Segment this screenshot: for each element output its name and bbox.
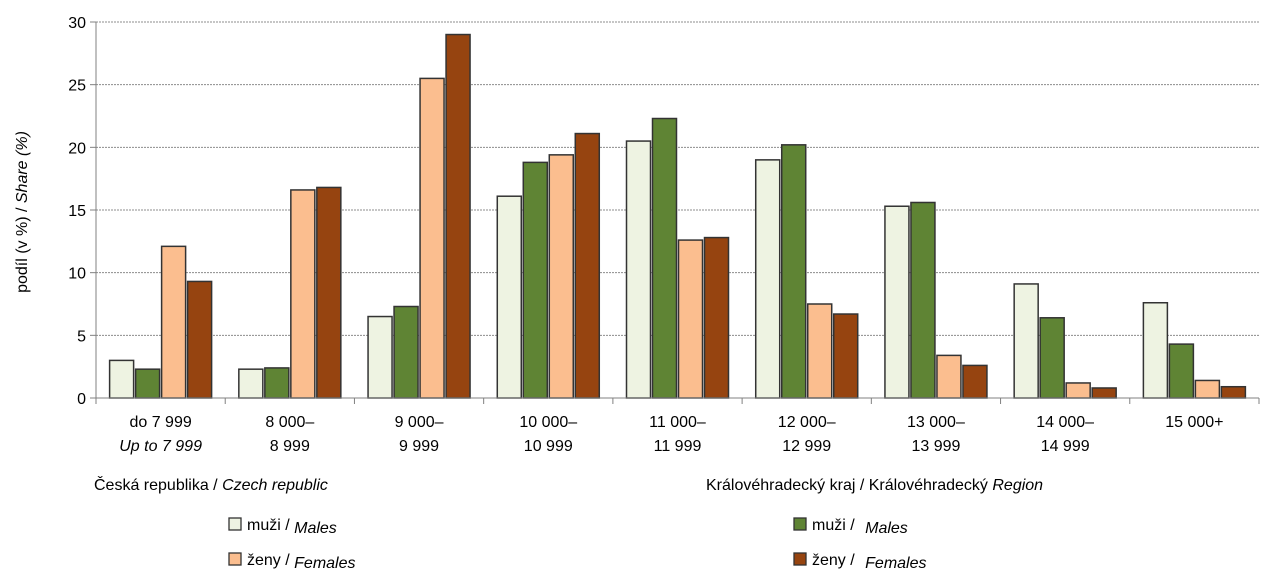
bar: [962, 364, 988, 399]
legend-label-cz-females: ženy / Females: [247, 552, 356, 570]
x-tick-label: 15 000+: [1165, 414, 1223, 431]
bar: [1168, 343, 1195, 399]
bar: [367, 315, 393, 399]
legend-label-kh-females: ženy / Females: [812, 552, 927, 570]
legend-swatch-cz-males: [228, 517, 242, 531]
bar: [703, 236, 730, 399]
y-tick-label: 0: [77, 391, 86, 408]
bar: [936, 354, 962, 399]
y-tick-label: 15: [68, 203, 86, 220]
x-tick-label: 14 000–: [1036, 414, 1094, 431]
legend-label-cz-males: muži / Males: [247, 517, 337, 537]
x-tick-label: 8 000–: [265, 414, 314, 431]
group-label-czech-republic: Česká republika / Czech republic: [94, 475, 328, 494]
bar: [1194, 379, 1221, 399]
bar: [1039, 317, 1065, 399]
bar: [238, 368, 264, 399]
bar: [651, 117, 678, 399]
bar: [419, 77, 445, 399]
bar: [1142, 301, 1169, 399]
bar: [754, 159, 781, 399]
bar: [574, 132, 601, 399]
bar: [393, 305, 419, 399]
bar: [1065, 382, 1091, 399]
axes: [90, 21, 1260, 404]
x-tick-label: 9 000–: [395, 414, 444, 431]
group-label-kralovehradecky-region: Královéhradecký kraj / Královéhradecký R…: [706, 477, 1043, 494]
bars: [108, 33, 1247, 399]
bar: [445, 33, 471, 399]
bar: [1013, 283, 1039, 399]
x-tick-label: do 7 999: [129, 414, 191, 431]
bar: [806, 303, 833, 399]
x-tick-label-line2: 12 999: [782, 438, 831, 455]
legend-label-kh-males: muži / Males: [812, 517, 908, 537]
bar: [625, 140, 652, 399]
bar: [677, 239, 704, 399]
bar: [160, 245, 187, 399]
legend-swatch-kh-males: [793, 517, 807, 531]
bar: [186, 280, 213, 399]
bar: [548, 154, 575, 399]
bar: [134, 368, 161, 399]
x-tick-label-line2: 11 999: [654, 438, 702, 455]
x-tick-label-line2: 8 999: [270, 438, 310, 455]
y-tick-label: 10: [68, 266, 86, 283]
x-tick-label-line2: 14 999: [1041, 438, 1090, 455]
y-tick-label: 20: [68, 140, 86, 157]
x-tick-label: 12 000–: [778, 414, 836, 431]
y-tick-label: 5: [77, 328, 86, 345]
bar: [780, 144, 807, 399]
x-tick-label-line2: 9 999: [399, 438, 439, 455]
bar: [1220, 385, 1247, 399]
bar: [316, 186, 342, 399]
x-tick-label: 11 000–: [649, 414, 706, 431]
bar: [522, 161, 549, 399]
bar: [1091, 387, 1117, 399]
legend-swatch-cz-females: [228, 552, 242, 566]
bar: [496, 195, 523, 399]
bar: [910, 201, 936, 399]
y-tick-labels: 0 5 10 15 20 25 30: [68, 15, 86, 408]
legend: muži / Males ženy / Females muži / Males…: [228, 517, 927, 570]
x-tick-label-line2: Up to 7 999: [119, 438, 202, 455]
legend-swatch-kh-females: [793, 552, 807, 566]
bar: [108, 359, 135, 399]
x-tick-label: 13 000–: [907, 414, 965, 431]
y-tick-label: 30: [68, 15, 86, 32]
gridlines: [96, 21, 1259, 336]
x-tick-label: 10 000–: [519, 414, 577, 431]
x-tick-label-line2: 10 999: [524, 438, 573, 455]
bar: [832, 313, 859, 399]
bar: [290, 189, 316, 399]
bar: [884, 205, 910, 399]
y-axis-label: podíl (v %) / Share (%): [14, 131, 31, 293]
y-tick-label: 25: [68, 78, 86, 95]
bar: [264, 367, 290, 399]
x-tick-label-line2: 13 999: [911, 438, 960, 455]
x-tick-labels: do 7 999 Up to 7 999 8 000– 8 999 9 000– 9 99…: [119, 414, 1223, 455]
